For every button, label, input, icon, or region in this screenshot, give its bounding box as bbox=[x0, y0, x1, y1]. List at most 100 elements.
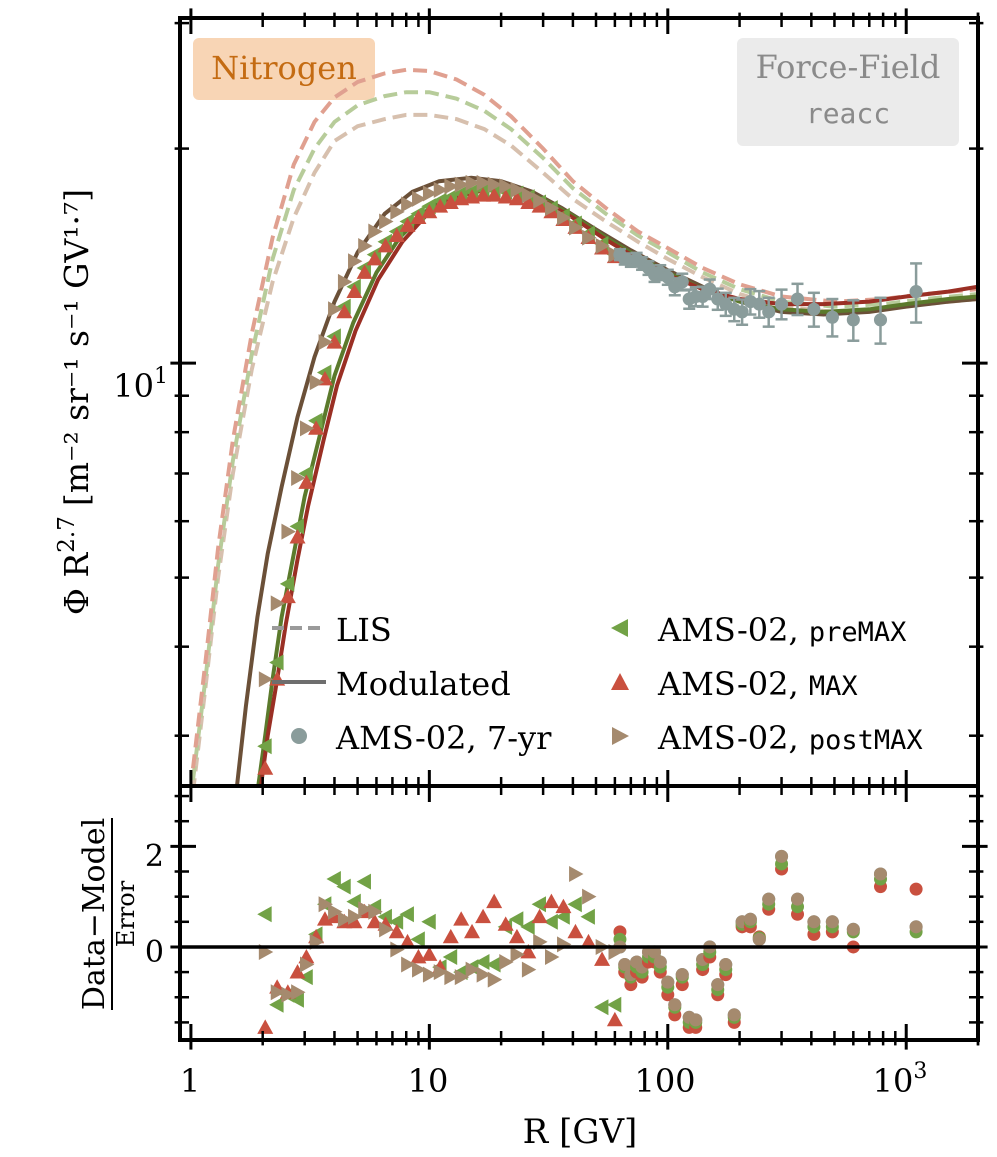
residual-premax-12 bbox=[377, 908, 392, 925]
point-max-4 bbox=[298, 474, 315, 489]
point-premax-1 bbox=[269, 654, 284, 671]
residual-postmax-11 bbox=[368, 903, 383, 920]
residual-premax-29 bbox=[567, 896, 582, 913]
lis-curve-1 bbox=[191, 90, 978, 781]
point-sevenyr-8 bbox=[661, 270, 675, 284]
model-variant-label: reacc bbox=[806, 97, 890, 130]
residual-max-0 bbox=[257, 1019, 274, 1034]
point-max-26 bbox=[531, 198, 548, 213]
point-sevenyr-21 bbox=[762, 305, 776, 319]
residual-max-3 bbox=[289, 964, 306, 979]
residual-max-16 bbox=[421, 946, 438, 961]
point-postmax-14 bbox=[401, 196, 416, 213]
point-max-15 bbox=[410, 209, 427, 225]
residual-max-19 bbox=[453, 911, 470, 926]
residual-postmax-21 bbox=[476, 966, 492, 983]
point-postmax-28 bbox=[557, 209, 572, 226]
xtick-label-10: 10 bbox=[408, 1062, 449, 1100]
point-postmax-11 bbox=[368, 223, 383, 240]
residual-postmax-24 bbox=[510, 946, 525, 963]
residual-max-23 bbox=[497, 916, 514, 931]
residual-postmax-10 bbox=[358, 901, 373, 918]
residual-premax-0 bbox=[257, 906, 272, 923]
legend-swatch-premax bbox=[611, 619, 628, 637]
point-postmax-1 bbox=[270, 595, 286, 612]
upper-ytick-label-10: 101 bbox=[113, 364, 168, 405]
residual-7yr-postmax-27 bbox=[873, 867, 887, 881]
residual-postmax-16 bbox=[422, 966, 438, 983]
upper-y-axis-label-units: [m⁻² sr⁻¹ s⁻¹ GV¹·⁷] bbox=[57, 189, 96, 506]
residual-max-30 bbox=[580, 933, 597, 949]
legend-label-premax-text: AMS-02, bbox=[657, 611, 809, 649]
point-premax-5 bbox=[308, 412, 323, 429]
legend-swatch-postmax bbox=[612, 727, 629, 745]
point-max-18 bbox=[442, 194, 459, 209]
point-postmax-17 bbox=[433, 181, 449, 198]
legend-label-max-text: AMS-02, bbox=[657, 665, 809, 703]
residual-premax-26 bbox=[531, 896, 547, 913]
legend-label-max-code: MAX bbox=[809, 671, 858, 702]
residual-postmax-25 bbox=[521, 961, 537, 978]
point-sevenyr-20 bbox=[752, 297, 766, 311]
point-postmax-7 bbox=[328, 301, 343, 318]
residual-7yr-postmax-15 bbox=[711, 978, 725, 992]
point-premax-2 bbox=[279, 575, 295, 592]
upper-ytick-base: 10 bbox=[113, 367, 154, 405]
legend-label-postmax-text: AMS-02, bbox=[657, 719, 809, 757]
residual-max-26 bbox=[531, 908, 548, 924]
residual-7yr-postmax-23 bbox=[791, 892, 805, 906]
residual-max-14 bbox=[399, 933, 416, 949]
xtick-label-1000: 103 bbox=[873, 1059, 928, 1100]
model-label-box: Force-Field reacc bbox=[737, 38, 959, 146]
legend-label-premax-code: preMAX bbox=[809, 617, 907, 648]
legend-swatch-max bbox=[611, 673, 629, 690]
point-postmax-9 bbox=[348, 253, 363, 270]
residual-postmax-17 bbox=[433, 964, 449, 981]
residual-premax-25 bbox=[520, 918, 535, 935]
residual-postmax-12 bbox=[379, 921, 394, 938]
point-postmax-18 bbox=[444, 178, 459, 195]
residual-7yr-postmax-26 bbox=[846, 922, 860, 936]
legend-label-premax: AMS-02, preMAX bbox=[657, 611, 906, 649]
residual-max-22 bbox=[486, 893, 503, 909]
residual-max-32 bbox=[606, 1011, 623, 1027]
point-postmax-6 bbox=[318, 334, 333, 351]
residual-postmax-27 bbox=[545, 949, 560, 966]
element-label-box: Nitrogen bbox=[193, 38, 375, 100]
residual-7yr-postmax-21 bbox=[762, 892, 776, 906]
residual-postmax-30 bbox=[582, 888, 597, 905]
residual-premax-3 bbox=[289, 991, 304, 1008]
point-max-14 bbox=[399, 217, 416, 232]
point-postmax-29 bbox=[569, 219, 584, 236]
point-sevenyr-26 bbox=[846, 313, 860, 327]
residual-premax-9 bbox=[346, 893, 361, 910]
residual-premax-14 bbox=[399, 906, 414, 923]
residual-7yr-postmax-8 bbox=[661, 975, 675, 989]
point-max-8 bbox=[336, 303, 353, 319]
point-max-2 bbox=[279, 588, 296, 604]
residual-premax-30 bbox=[580, 908, 595, 925]
point-max-3 bbox=[289, 529, 306, 544]
residual-7yr-postmax-6 bbox=[648, 945, 662, 959]
residual-postmax-15 bbox=[412, 961, 427, 978]
point-max-21 bbox=[475, 187, 492, 202]
legend-label-modulated: Modulated bbox=[336, 665, 511, 703]
point-postmax-31 bbox=[595, 237, 611, 254]
xtick-1000-exp: 3 bbox=[913, 1059, 927, 1084]
residual-premax-4 bbox=[298, 969, 313, 986]
legend: LIS Modulated AMS-02, 7-yr AMS-02, preMA… bbox=[272, 611, 923, 757]
residual-postmax-29 bbox=[569, 866, 584, 883]
residual-postmax-8 bbox=[337, 911, 353, 928]
residual-7yr-postmax-7 bbox=[653, 955, 667, 969]
residual-postmax-28 bbox=[557, 936, 572, 953]
point-max-11 bbox=[366, 250, 383, 266]
residual-premax-22 bbox=[486, 956, 501, 973]
point-postmax-10 bbox=[358, 237, 373, 254]
residual-7yr-postmax-10 bbox=[675, 968, 689, 982]
upper-y-axis-label-main: Φ R bbox=[57, 552, 96, 616]
point-sevenyr-10 bbox=[675, 275, 689, 289]
residual-postmax-9 bbox=[348, 908, 363, 925]
point-postmax-22 bbox=[487, 176, 503, 193]
point-premax-4 bbox=[298, 465, 313, 482]
